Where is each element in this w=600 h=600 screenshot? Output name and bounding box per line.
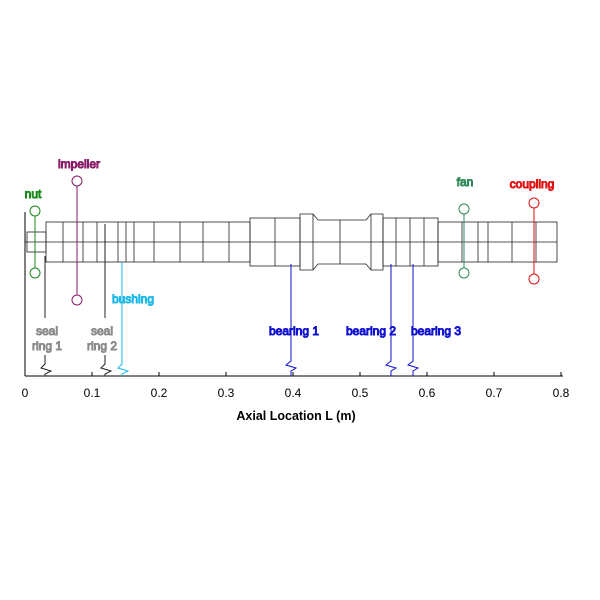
shaft-section-dividers (62, 214, 537, 270)
seal-ring-2-label-line1: seal (91, 324, 113, 338)
bushing-label: bushing (112, 292, 154, 306)
bearing-2-spring (384, 352, 398, 376)
seal-ring-2-marker: seal ring 2 (86, 224, 118, 376)
x-tick-label: 0.7 (486, 386, 503, 400)
fan-label: fan (457, 175, 474, 189)
seal-ring-1-spring (40, 355, 53, 376)
impeller-label: impeller (58, 157, 100, 171)
seal-ring-1-label-line2: ring 1 (32, 339, 62, 353)
coupling-top-circle (528, 197, 540, 209)
x-tick-label: 0.5 (352, 386, 369, 400)
bearing-3-marker: bearing 3 (406, 264, 462, 376)
seal-ring-1-marker: seal ring 1 (31, 256, 63, 376)
bearing-3-spring (406, 352, 420, 376)
nut-label: nut (25, 187, 42, 201)
x-tick-label: 0.1 (84, 386, 101, 400)
fan-bottom-circle (458, 267, 470, 279)
impeller-bottom-circle (71, 294, 83, 306)
x-axis (24, 212, 563, 377)
x-tick-labels: 0 0.1 0.2 0.3 0.4 0.5 0.6 0.7 0.8 (22, 386, 570, 400)
x-tick-label: 0 (22, 386, 29, 400)
seal-ring-2-spring (100, 355, 113, 376)
fan-marker: fan (456, 175, 474, 279)
seal-ring-1-label-line1: seal (36, 324, 58, 338)
seal-ring-2-label-line2: ring 2 (87, 339, 117, 353)
bearing-2-marker: bearing 2 (345, 264, 398, 376)
bearing-1-label: bearing 1 (269, 324, 319, 338)
nut-marker: nut (24, 187, 43, 279)
fan-top-circle (458, 203, 470, 215)
bearing-2-label: bearing 2 (346, 324, 396, 338)
x-tick-label: 0.2 (151, 386, 168, 400)
rotor-shaft (25, 213, 558, 271)
bushing-marker: bushing (111, 262, 155, 376)
x-tick-label: 0.6 (419, 386, 436, 400)
coupling-bottom-circle (528, 273, 540, 285)
x-tick-label: 0.3 (218, 386, 235, 400)
x-tick-label: 0.4 (285, 386, 302, 400)
bushing-spring (117, 355, 130, 376)
x-tick-label: 0.8 (553, 386, 570, 400)
x-axis-title: Axial Location L (m) (236, 409, 355, 423)
nut-bottom-circle (29, 267, 41, 279)
bearing-1-spring (284, 352, 298, 376)
impeller-top-circle (71, 175, 83, 187)
coupling-label: coupling (510, 177, 555, 191)
impeller-marker: impeller (57, 157, 101, 306)
bearing-3-label: bearing 3 (411, 324, 461, 338)
bearing-1-marker: bearing 1 (268, 264, 320, 376)
nut-top-circle (29, 205, 41, 217)
coupling-marker: coupling (509, 177, 555, 285)
